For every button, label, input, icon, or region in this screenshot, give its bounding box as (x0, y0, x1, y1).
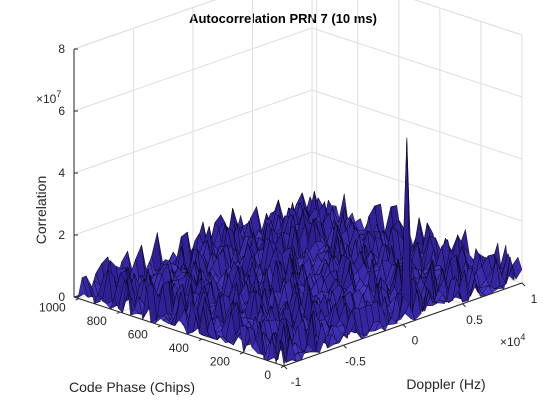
x-tick-5 (75, 298, 79, 301)
surface-cell (279, 335, 291, 367)
x-tick-3 (157, 325, 162, 328)
z-grid-back-right-1 (311, 151, 523, 222)
z-tick-label: 6 (58, 104, 65, 118)
surface-layer (73, 137, 523, 367)
x-tick-2 (198, 338, 203, 341)
z-tick-label: 0 (58, 290, 65, 304)
x-tick-label: 400 (169, 341, 189, 355)
x-axis-line (73, 296, 285, 367)
y-tick-2 (402, 324, 407, 328)
axis-layer (73, 48, 526, 370)
y-tick-0 (283, 365, 288, 370)
y-tick-3 (462, 303, 466, 308)
x-tick-label: 200 (210, 355, 230, 369)
y-exponent: ×104 (500, 332, 525, 349)
chart-title: Autocorrelation PRN 7 (10 ms) (189, 11, 377, 26)
z-tick-label: 4 (58, 166, 65, 180)
z-tick-label: 8 (58, 42, 65, 56)
y-tick-label: 0 (412, 334, 419, 348)
z-grid-back-right-3 (311, 27, 523, 98)
y-tick-label: 1 (531, 292, 538, 306)
z-grid-back-right-2 (311, 89, 523, 160)
y-tick-label: 0.5 (466, 313, 483, 327)
z-axis-label: Correlation (33, 176, 49, 244)
x-tick-1 (239, 352, 244, 355)
x-tick-4 (116, 311, 121, 314)
box-edge-top-right (413, 0, 523, 36)
y-tick-4 (521, 282, 526, 287)
y-tick-label: -0.5 (345, 354, 366, 368)
x-tick-label: 800 (87, 314, 107, 328)
x-tick-label: 0 (264, 368, 271, 382)
x-axis-label: Code Phase (Chips) (69, 379, 195, 395)
z-tick-label: 2 (58, 228, 65, 242)
x-tick-label: 1000 (39, 301, 66, 315)
z-exponent: ×107 (36, 89, 61, 106)
tick-label-layer: 0 200 400 600 800 1000 -1 -0.5 0 0.5 1 0 2 4 6 8 (39, 42, 538, 389)
box-edge-top-left (73, 0, 217, 50)
y-tick-label: -1 (291, 375, 302, 389)
y-tick-1 (343, 344, 347, 349)
x-tick-0 (280, 365, 285, 368)
y-axis-label: Doppler (Hz) (406, 376, 485, 392)
x-tick-label: 600 (128, 328, 148, 342)
